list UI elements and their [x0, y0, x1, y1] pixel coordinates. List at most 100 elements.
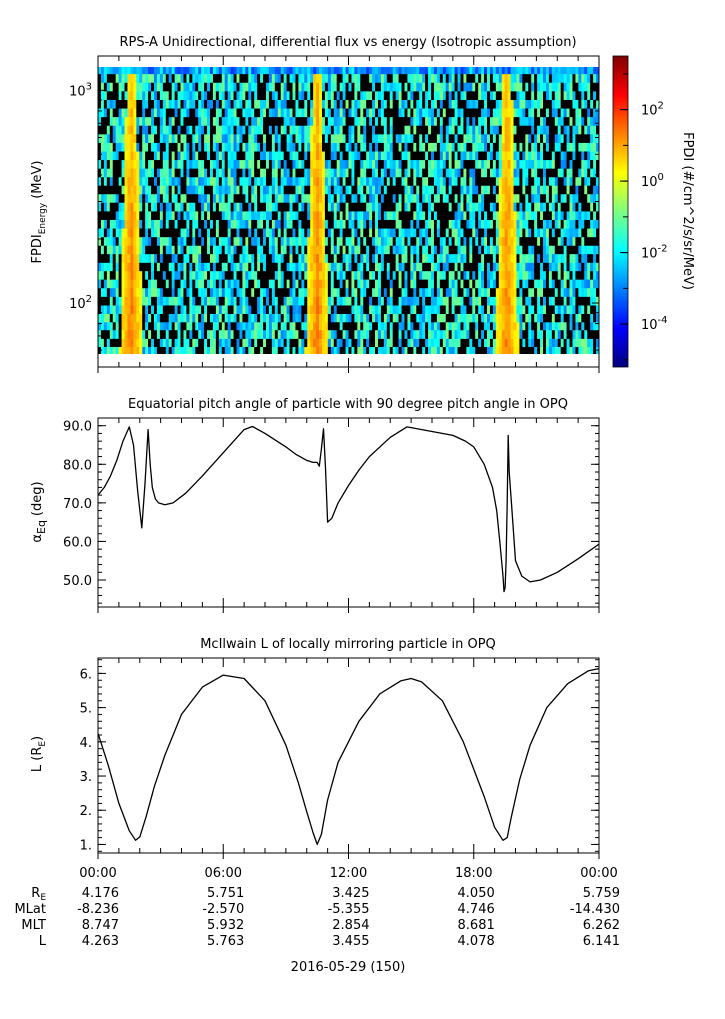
heatmap-cell: [121, 90, 125, 100]
heatmap-cell: [248, 270, 252, 280]
heatmap-cell: [103, 116, 108, 126]
heatmap-cell: [413, 193, 417, 203]
heatmap-cell: [98, 73, 102, 83]
heatmap-cell: [392, 193, 397, 203]
heatmap-cell: [271, 279, 276, 289]
heatmap-cell: [419, 133, 423, 143]
heatmap-cell: [145, 262, 149, 272]
heatmap-cell: [151, 185, 155, 195]
heatmap-cell: [209, 202, 214, 212]
heatmap-cell: [189, 133, 193, 143]
heatmap-cell: [327, 202, 332, 212]
heatmap-cell: [109, 296, 114, 306]
heatmap-cell: [425, 133, 429, 143]
heatmap-cell: [360, 193, 364, 203]
heatmap-cell: [251, 73, 255, 83]
heatmap-cell: [242, 296, 246, 306]
heatmap-cell: [221, 346, 226, 354]
heatmap-cell: [407, 296, 411, 306]
heatmap-cell: [324, 321, 329, 331]
heatmap-cell: [410, 99, 414, 109]
heatmap-cell: [472, 176, 476, 186]
heatmap-cell: [168, 125, 173, 135]
heatmap-cell: [463, 211, 467, 220]
heatmap-cell: [460, 305, 464, 314]
heatmap-cell: [339, 262, 344, 272]
heatmap-cell: [419, 253, 423, 263]
heatmap-cell: [195, 159, 199, 169]
heatmap-cell: [398, 90, 402, 100]
heatmap-cell: [525, 321, 529, 331]
heatmap-cell: [372, 279, 376, 289]
heatmap-cell: [192, 82, 196, 92]
heatmap-cell: [286, 193, 290, 203]
heatmap-cell: [139, 193, 143, 203]
heatmap-cell: [295, 305, 299, 314]
heatmap-cell: [245, 67, 249, 75]
heatmap-cell: [463, 287, 467, 297]
heatmap-cell: [310, 142, 314, 152]
heatmap-cell: [118, 279, 122, 289]
heatmap-cell: [327, 262, 332, 272]
heatmap-cell: [321, 73, 326, 83]
heatmap-cell: [242, 99, 246, 109]
heatmap-cell: [413, 270, 417, 280]
heatmap-cell: [425, 99, 429, 109]
heatmap-cell: [265, 228, 270, 238]
heatmap-cell: [339, 82, 344, 92]
heatmap-cell: [489, 108, 494, 118]
heatmap-cell: [492, 116, 497, 126]
heatmap-cell: [472, 82, 476, 92]
heatmap-cell: [316, 73, 320, 83]
heatmap-cell: [348, 279, 352, 289]
heatmap-cell: [192, 287, 196, 297]
heatmap-cell: [257, 67, 261, 75]
heatmap-cell: [248, 99, 252, 109]
heatmap-cell: [401, 151, 405, 161]
heatmap-cell: [106, 159, 111, 169]
heatmap-cell: [257, 133, 261, 143]
heatmap-cell: [195, 151, 199, 161]
heatmap-cell: [410, 313, 414, 323]
heatmap-cell: [224, 108, 229, 118]
heatmap-cell: [100, 193, 105, 203]
heatmap-cell: [481, 185, 485, 195]
heatmap-cell: [354, 125, 358, 135]
heatmap-cell: [277, 270, 282, 280]
heatmap-cell: [218, 211, 223, 220]
heatmap-cell: [224, 287, 229, 297]
heatmap-cell: [363, 236, 367, 246]
heatmap-cell: [207, 151, 211, 161]
heatmap-cell: [519, 245, 523, 255]
heatmap-cell: [525, 151, 529, 161]
heatmap-cell: [227, 279, 232, 289]
heatmap-cell: [395, 125, 399, 135]
heatmap-cell: [221, 313, 226, 323]
heatmap-cell: [257, 236, 261, 246]
heatmap-cell: [369, 279, 373, 289]
heatmap-cell: [207, 82, 211, 92]
heatmap-cell: [351, 321, 355, 331]
heatmap-cell: [192, 253, 196, 263]
heatmap-cell: [159, 313, 164, 323]
heatmap-cell: [301, 116, 305, 126]
heatmap-cell: [481, 90, 485, 100]
heatmap-cell: [248, 116, 252, 126]
heatmap-cell: [410, 67, 414, 75]
heatmap-cell: [342, 133, 346, 143]
heatmap-cell: [304, 305, 308, 314]
heatmap-cell: [156, 236, 161, 246]
heatmap-cell: [360, 262, 364, 272]
heatmap-cell: [407, 125, 411, 135]
heatmap-cell: [124, 116, 128, 126]
heatmap-cell: [127, 270, 131, 280]
heatmap-cell: [433, 116, 438, 126]
heatmap-cell: [513, 245, 517, 255]
heatmap-cell: [118, 287, 122, 297]
heatmap-cell: [207, 305, 211, 314]
heatmap-cell: [369, 329, 373, 339]
heatmap-cell: [215, 305, 220, 314]
heatmap-cell: [383, 125, 388, 135]
heatmap-cell: [100, 108, 105, 118]
heatmap-cell: [145, 159, 149, 169]
